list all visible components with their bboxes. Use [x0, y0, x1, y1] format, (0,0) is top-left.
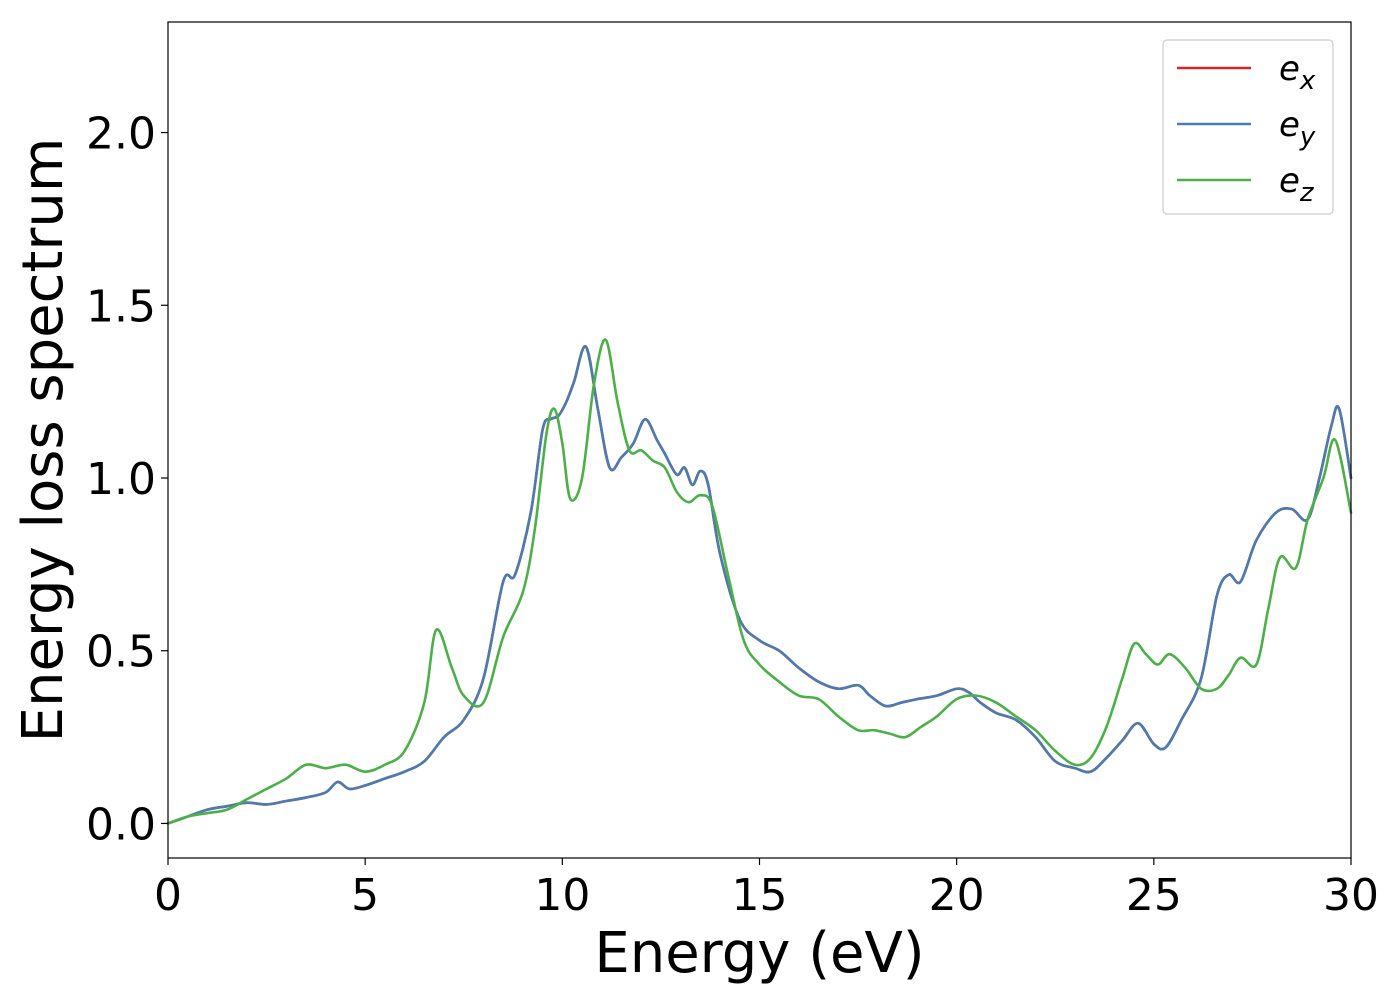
x-tick-label: 5: [351, 870, 379, 921]
y-tick-label: 2.0: [86, 109, 156, 160]
y-tick-label: 0.0: [86, 799, 156, 850]
x-axis-title: Energy (eV): [594, 921, 924, 986]
x-tick-label: 30: [1323, 870, 1379, 921]
x-tick-label: 25: [1126, 870, 1182, 921]
legend-label-subscript: y: [1299, 122, 1316, 152]
x-tick-label: 10: [534, 870, 590, 921]
x-axis-ticks: 0 5 10 15 20 25 30: [154, 858, 1379, 921]
y-tick-label: 1.5: [86, 281, 156, 332]
plot-background: [168, 22, 1351, 858]
y-tick-label: 1.0: [86, 454, 156, 505]
y-axis-title: Energy loss spectrum: [11, 138, 76, 743]
plot-lines: [166, 338, 1353, 825]
legend-label-subscript: z: [1299, 178, 1315, 208]
legend-label-subscript: x: [1299, 66, 1316, 96]
series-line-e-z: [166, 338, 1353, 825]
y-tick-label: 0.5: [86, 627, 156, 678]
x-tick-label: 15: [732, 870, 788, 921]
y-axis-ticks: 0.0 0.5 1.0 1.5 2.0: [86, 109, 168, 850]
legend-box: [1162, 39, 1334, 215]
series-line-e-y: [166, 345, 1353, 825]
x-tick-label: 20: [929, 870, 985, 921]
x-tick-label: 0: [154, 870, 182, 921]
